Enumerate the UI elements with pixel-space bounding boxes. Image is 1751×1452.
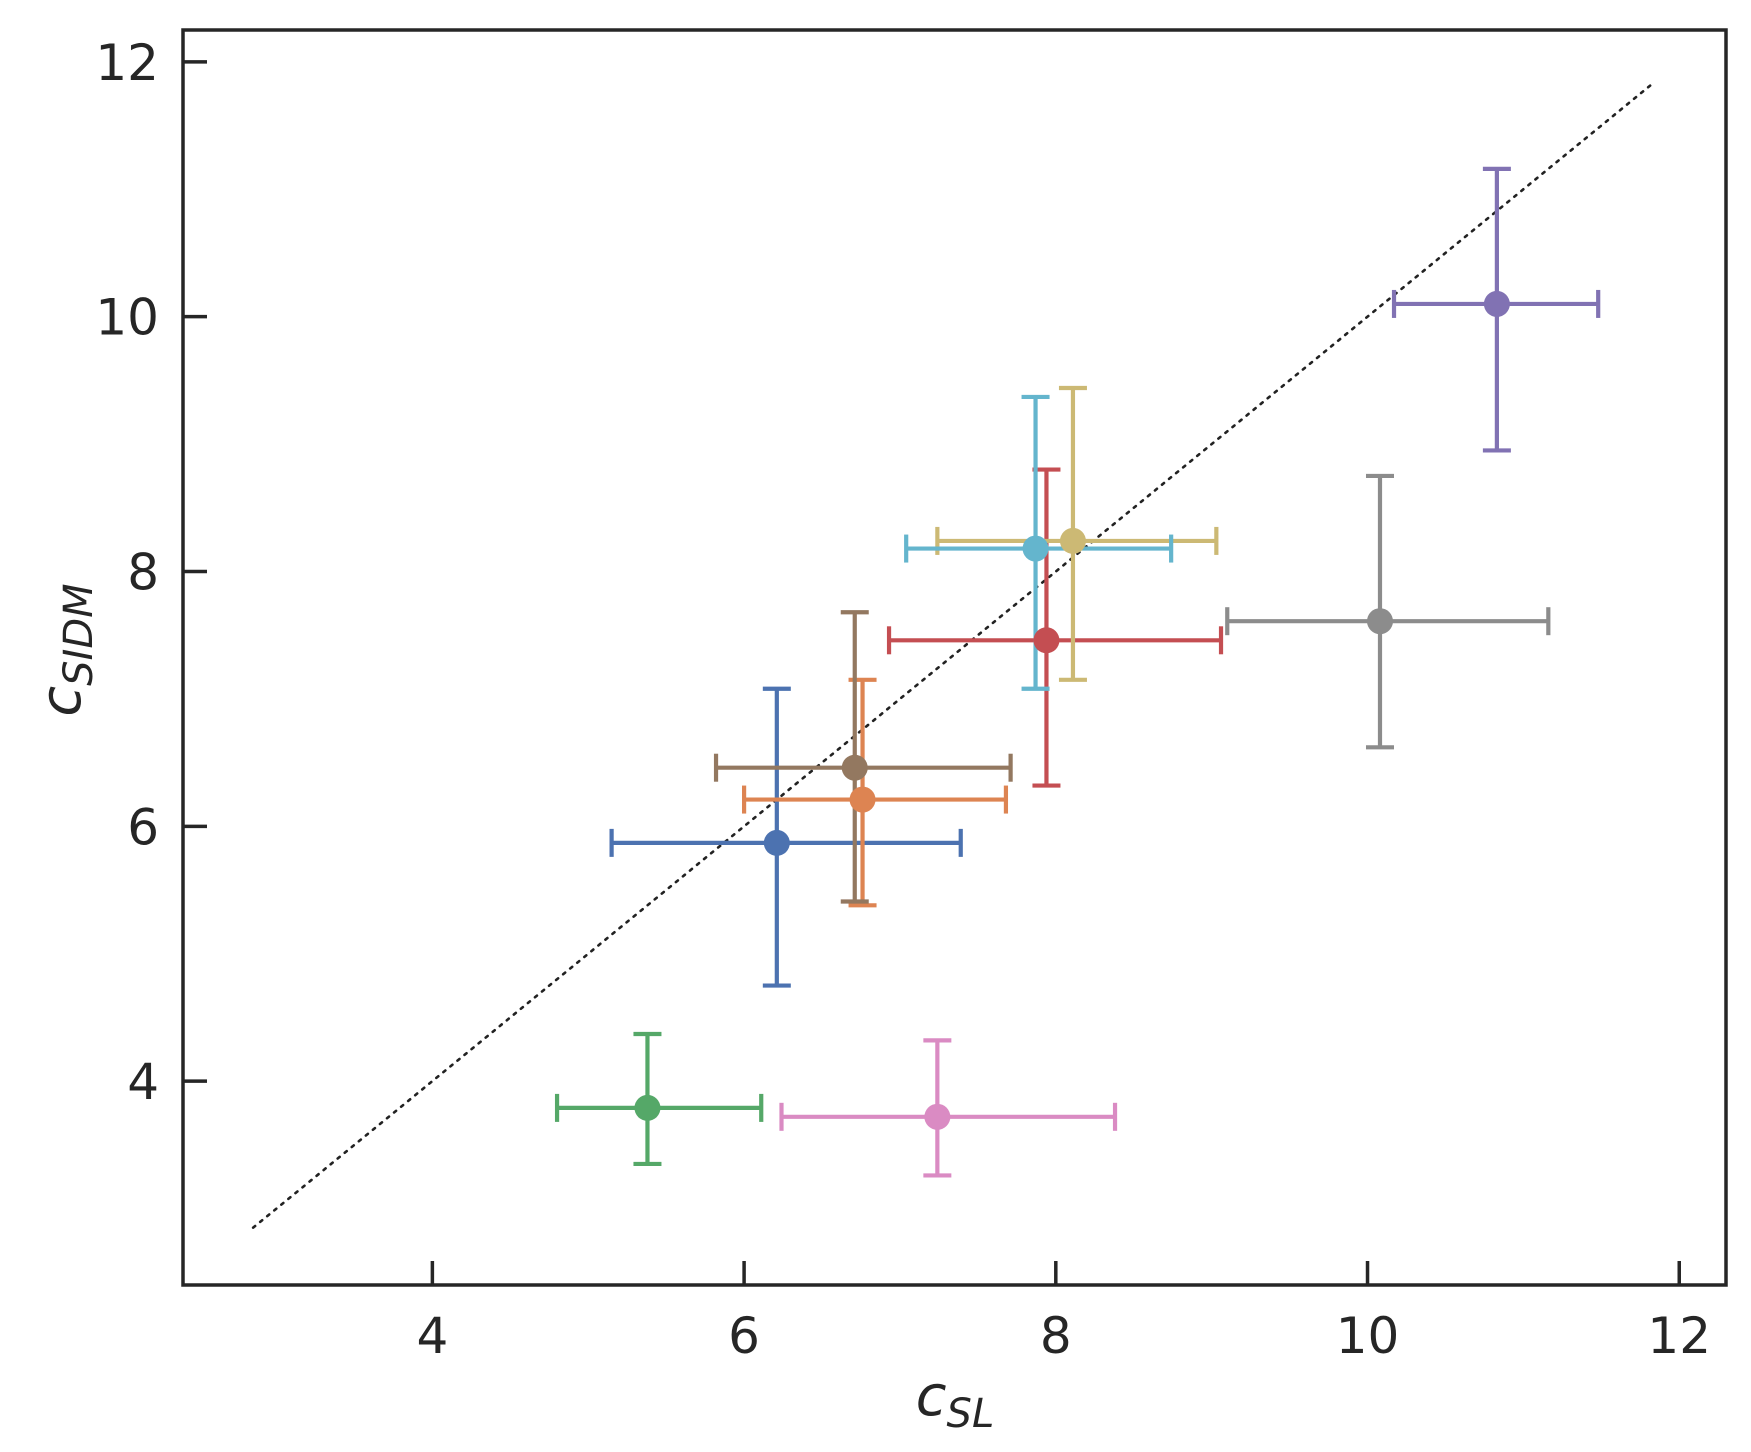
data-point-5 [1483, 290, 1510, 317]
data-point-2 [849, 786, 876, 813]
data-point-1 [763, 829, 790, 856]
y-tick-label-6: 6 [127, 798, 159, 856]
y-tick-label-4: 4 [127, 1053, 159, 1111]
data-point-3 [634, 1094, 661, 1121]
data-points-layer [634, 290, 1510, 1130]
error-bar-3 [554, 1031, 764, 1167]
y-axis-label-main: c [29, 686, 94, 717]
x-tick-label-10: 10 [1336, 1307, 1400, 1365]
y-tick-label-10: 10 [95, 289, 159, 347]
x-axis-label: cSL [916, 1364, 994, 1437]
x-axis-label-main: c [916, 1364, 947, 1429]
data-point-10 [1022, 535, 1049, 562]
data-point-8 [1366, 608, 1393, 635]
x-tick-label-8: 8 [1040, 1307, 1072, 1365]
x-axis-label-sub: SL [947, 1391, 995, 1437]
x-tick-label-6: 6 [728, 1307, 760, 1365]
y-tick-label-12: 12 [95, 34, 159, 92]
data-point-6 [841, 754, 868, 781]
y-axis-label: cSIDM [29, 583, 102, 716]
y-tick-label-8: 8 [127, 543, 159, 601]
reference-line [251, 83, 1653, 1229]
data-point-9 [1059, 527, 1086, 554]
error-bars-layer [554, 166, 1601, 1178]
reference-line-layer [251, 83, 1653, 1229]
error-bar-2 [741, 677, 1009, 908]
axes-layer [181, 28, 1728, 1287]
plot-frame [181, 28, 1728, 1287]
x-tick-label-4: 4 [416, 1307, 448, 1365]
error-bar-7 [779, 1038, 1118, 1178]
x-tick-label-12: 12 [1647, 1307, 1711, 1365]
tick-labels-layer: 4 6 8 10 12 4 6 8 10 12 [95, 34, 1711, 1365]
y-axis-label-sub: SIDM [56, 583, 102, 686]
data-point-4 [1033, 627, 1060, 654]
data-point-7 [924, 1103, 951, 1130]
error-bar-4 [886, 467, 1224, 788]
